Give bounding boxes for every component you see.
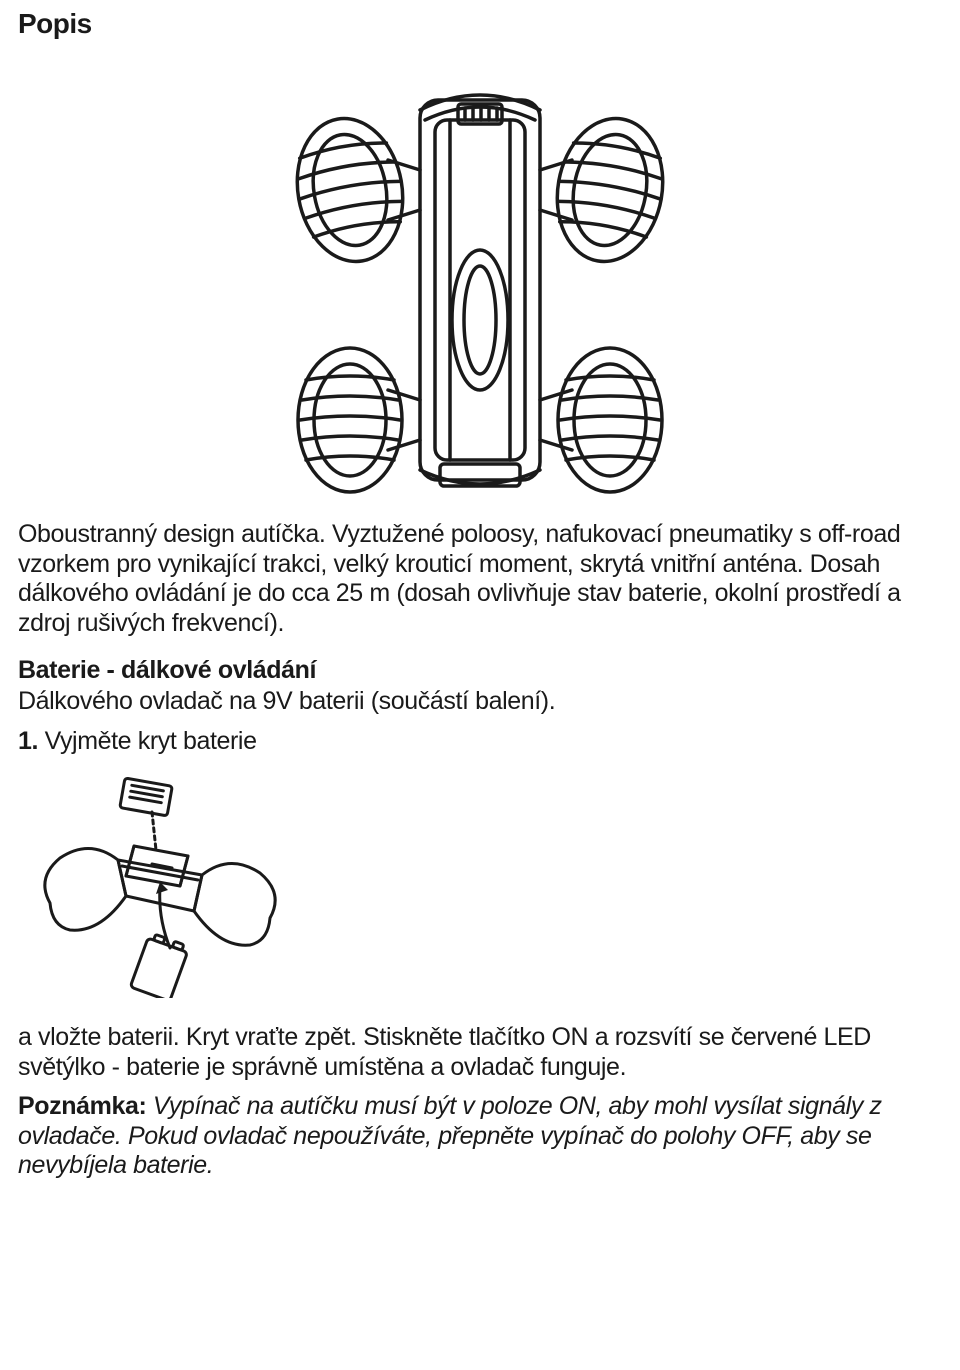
note-label: Poznámka: — [18, 1092, 146, 1120]
step-text: Vyjměte kryt baterie — [45, 727, 257, 755]
document-page: Popis — [0, 0, 960, 1370]
section-heading-popis: Popis — [18, 8, 942, 40]
battery-info-line: Dálkového ovladač na 9V baterii (součást… — [18, 687, 942, 717]
intro-paragraph: Oboustranný design autíčka. Vyztužené po… — [18, 520, 942, 638]
after-figure-text: a vložte baterii. Kryt vraťte zpět. Stis… — [18, 1023, 942, 1082]
step-number: 1. — [18, 727, 38, 755]
note-paragraph: Poznámka: Vypínač na autíčku musí být v … — [18, 1092, 942, 1181]
section-title-battery: Baterie - dálkové ovládání — [18, 656, 942, 685]
remote-illustration — [30, 768, 290, 998]
step-1-line: 1. Vyjměte kryt baterie — [18, 727, 942, 757]
rc-car-illustration — [270, 60, 690, 520]
figure-rc-car — [18, 60, 942, 520]
note-body: Vypínač na autíčku musí být v poloze ON,… — [18, 1092, 882, 1179]
figure-remote-battery — [30, 768, 942, 1003]
